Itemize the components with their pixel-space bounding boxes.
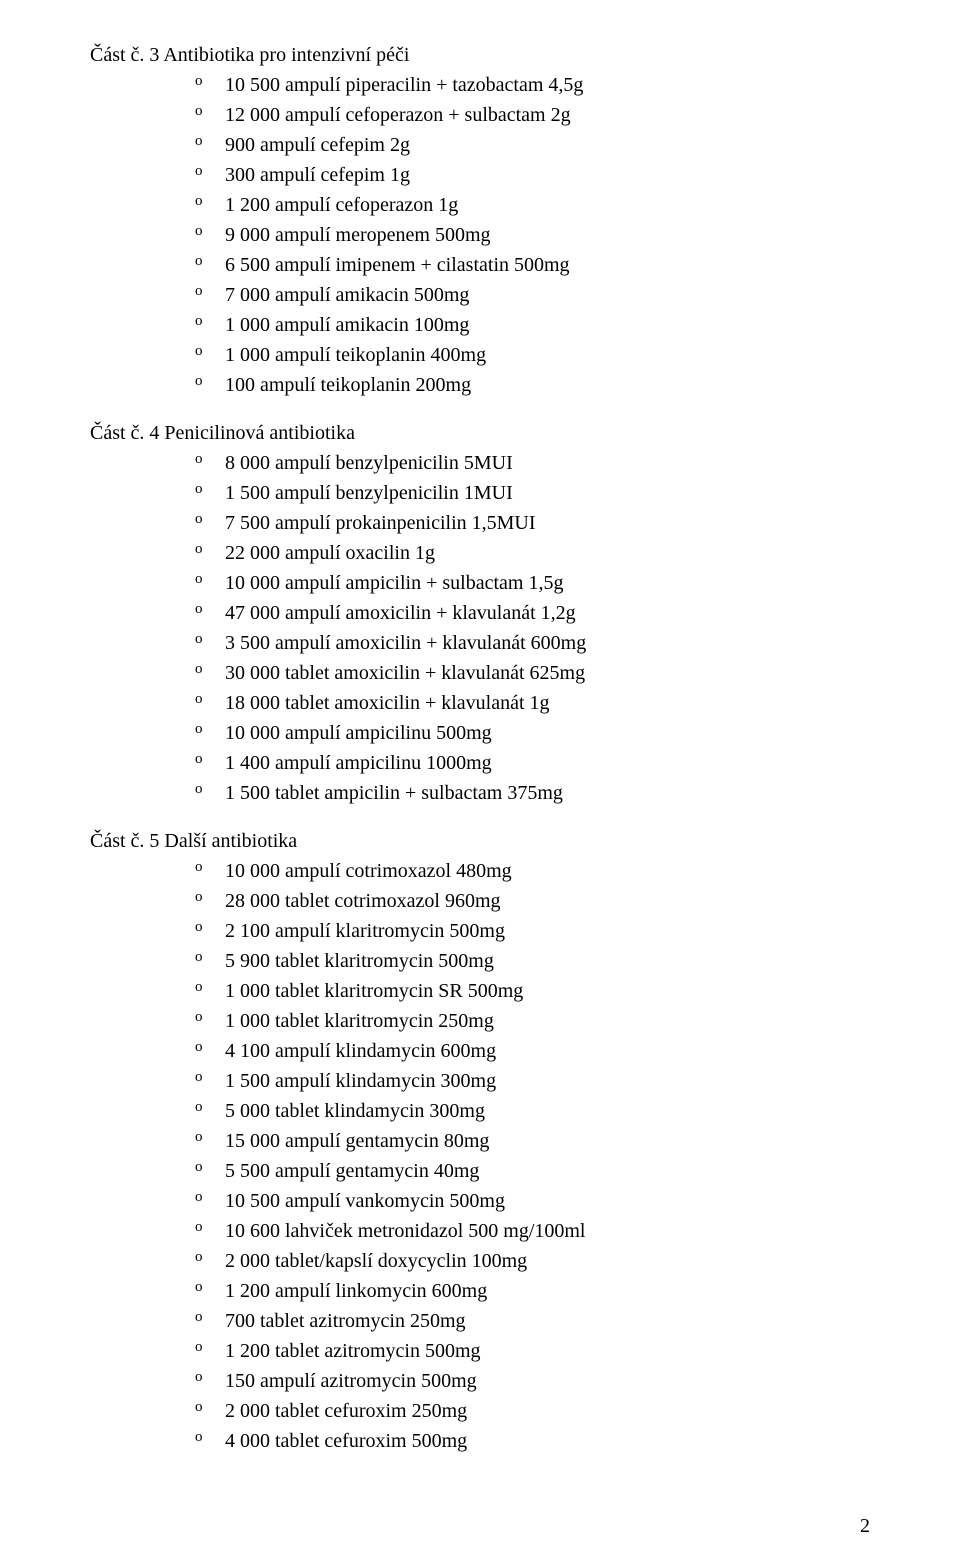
list-item: 12 000 ampulí cefoperazon + sulbactam 2g [195, 100, 870, 130]
list-item: 15 000 ampulí gentamycin 80mg [195, 1126, 870, 1156]
list-item: 30 000 tablet amoxicilin + klavulanát 62… [195, 658, 870, 688]
list-item: 1 000 ampulí amikacin 100mg [195, 310, 870, 340]
list-item: 10 500 ampulí vankomycin 500mg [195, 1186, 870, 1216]
list-item: 18 000 tablet amoxicilin + klavulanát 1g [195, 688, 870, 718]
list-item: 5 900 tablet klaritromycin 500mg [195, 946, 870, 976]
list-item: 9 000 ampulí meropenem 500mg [195, 220, 870, 250]
list-item: 900 ampulí cefepim 2g [195, 130, 870, 160]
list-item: 1 200 ampulí cefoperazon 1g [195, 190, 870, 220]
list-item: 22 000 ampulí oxacilin 1g [195, 538, 870, 568]
list-item: 28 000 tablet cotrimoxazol 960mg [195, 886, 870, 916]
section-3-list: 10 500 ampulí piperacilin + tazobactam 4… [90, 70, 870, 400]
list-item: 10 500 ampulí piperacilin + tazobactam 4… [195, 70, 870, 100]
list-item: 700 tablet azitromycin 250mg [195, 1306, 870, 1336]
list-item: 10 000 ampulí ampicilin + sulbactam 1,5g [195, 568, 870, 598]
list-item: 47 000 ampulí amoxicilin + klavulanát 1,… [195, 598, 870, 628]
page-number: 2 [860, 1515, 870, 1538]
section-5-list: 10 000 ampulí cotrimoxazol 480mg 28 000 … [90, 856, 870, 1456]
list-item: 1 000 ampulí teikoplanin 400mg [195, 340, 870, 370]
list-item: 5 500 ampulí gentamycin 40mg [195, 1156, 870, 1186]
list-item: 1 000 tablet klaritromycin SR 500mg [195, 976, 870, 1006]
list-item: 100 ampulí teikoplanin 200mg [195, 370, 870, 400]
section-3: Část č. 3 Antibiotika pro intenzivní péč… [90, 40, 870, 400]
list-item: 2 000 tablet cefuroxim 250mg [195, 1396, 870, 1426]
list-item: 2 000 tablet/kapslí doxycyclin 100mg [195, 1246, 870, 1276]
list-item: 1 200 tablet azitromycin 500mg [195, 1336, 870, 1366]
list-item: 1 500 tablet ampicilin + sulbactam 375mg [195, 778, 870, 808]
section-title: Část č. 3 Antibiotika pro intenzivní péč… [90, 40, 870, 70]
document-page: Část č. 3 Antibiotika pro intenzivní péč… [0, 0, 960, 1558]
list-item: 6 500 ampulí imipenem + cilastatin 500mg [195, 250, 870, 280]
list-item: 3 500 ampulí amoxicilin + klavulanát 600… [195, 628, 870, 658]
list-item: 1 200 ampulí linkomycin 600mg [195, 1276, 870, 1306]
list-item: 4 000 tablet cefuroxim 500mg [195, 1426, 870, 1456]
section-title: Část č. 4 Penicilinová antibiotika [90, 418, 870, 448]
section-4-list: 8 000 ampulí benzylpenicilin 5MUI 1 500 … [90, 448, 870, 808]
list-item: 150 ampulí azitromycin 500mg [195, 1366, 870, 1396]
list-item: 10 000 ampulí ampicilinu 500mg [195, 718, 870, 748]
list-item: 10 600 lahviček metronidazol 500 mg/100m… [195, 1216, 870, 1246]
list-item: 1 400 ampulí ampicilinu 1000mg [195, 748, 870, 778]
section-4: Část č. 4 Penicilinová antibiotika 8 000… [90, 418, 870, 808]
list-item: 1 500 ampulí klindamycin 300mg [195, 1066, 870, 1096]
list-item: 2 100 ampulí klaritromycin 500mg [195, 916, 870, 946]
list-item: 4 100 ampulí klindamycin 600mg [195, 1036, 870, 1066]
list-item: 7 000 ampulí amikacin 500mg [195, 280, 870, 310]
section-title: Část č. 5 Další antibiotika [90, 826, 870, 856]
section-5: Část č. 5 Další antibiotika 10 000 ampul… [90, 826, 870, 1456]
list-item: 1 000 tablet klaritromycin 250mg [195, 1006, 870, 1036]
list-item: 5 000 tablet klindamycin 300mg [195, 1096, 870, 1126]
list-item: 300 ampulí cefepim 1g [195, 160, 870, 190]
list-item: 1 500 ampulí benzylpenicilin 1MUI [195, 478, 870, 508]
list-item: 10 000 ampulí cotrimoxazol 480mg [195, 856, 870, 886]
list-item: 8 000 ampulí benzylpenicilin 5MUI [195, 448, 870, 478]
list-item: 7 500 ampulí prokainpenicilin 1,5MUI [195, 508, 870, 538]
